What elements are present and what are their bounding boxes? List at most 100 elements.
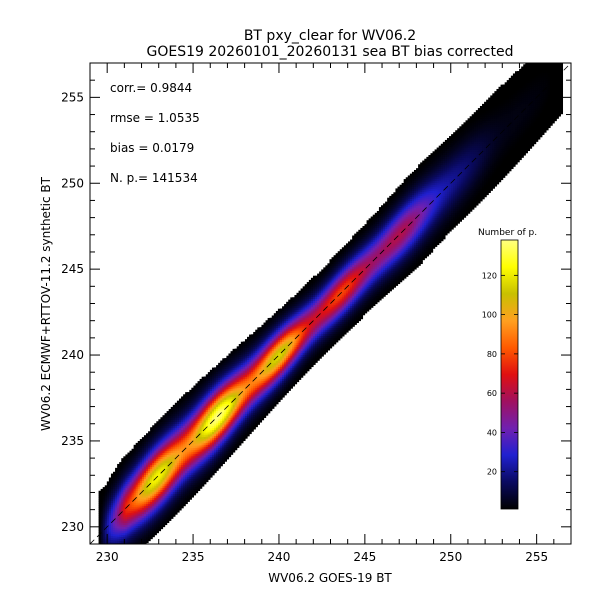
- density-cell: [207, 376, 211, 379]
- density-cell: [158, 452, 162, 455]
- density-cell: [249, 410, 252, 414]
- density-cell: [146, 482, 149, 486]
- density-cell: [251, 377, 254, 381]
- density-cell: [222, 362, 225, 366]
- density-cell: [106, 497, 110, 501]
- density-cell: [294, 330, 298, 333]
- density-cell: [139, 525, 143, 529]
- density-cell: [267, 357, 271, 360]
- density-cell: [106, 518, 110, 522]
- density-cell: [113, 477, 116, 481]
- density-cell: [172, 425, 176, 429]
- density-cell: [211, 410, 215, 414]
- density-cell: [238, 356, 242, 360]
- density-cell: [211, 433, 215, 437]
- density-cell: [131, 541, 135, 544]
- density-cell: [183, 484, 186, 488]
- density-cell: [191, 457, 195, 461]
- density-cell: [199, 444, 203, 448]
- density-cell: [152, 468, 155, 472]
- density-cell: [115, 471, 118, 475]
- density-cell: [185, 431, 188, 434]
- density-cell: [238, 416, 242, 419]
- density-cell: [150, 491, 153, 494]
- density-cell: [275, 364, 279, 368]
- density-cell: [222, 451, 225, 454]
- density-cell: [154, 491, 157, 494]
- density-cell: [214, 379, 217, 383]
- density-cell: [108, 483, 112, 487]
- density-cell: [298, 329, 302, 333]
- density-cell: [242, 417, 246, 421]
- density-cell: [300, 366, 304, 370]
- density-cell: [164, 501, 168, 505]
- density-cell: [242, 428, 246, 431]
- density-cell: [100, 534, 104, 537]
- density-cell: [263, 392, 267, 396]
- density-cell: [267, 320, 271, 323]
- density-cell: [286, 349, 289, 352]
- density-cell: [267, 400, 271, 404]
- density-cell: [249, 406, 252, 410]
- density-cell: [275, 315, 279, 318]
- density-cell: [176, 481, 180, 484]
- density-cell: [168, 507, 172, 511]
- density-cell: [251, 359, 254, 362]
- density-cell: [150, 464, 153, 467]
- density-cell: [209, 466, 213, 470]
- density-cell: [284, 361, 287, 365]
- density-cell: [110, 510, 114, 514]
- density-cell: [232, 381, 236, 385]
- density-cell: [282, 316, 285, 320]
- density-cell: [189, 468, 192, 471]
- density-cell: [207, 398, 211, 402]
- density-cell: [148, 456, 151, 459]
- density-cell: [228, 454, 232, 458]
- density-cell: [102, 499, 106, 503]
- density-cell: [174, 474, 178, 478]
- density-cell: [284, 304, 287, 307]
- density-cell: [218, 463, 221, 467]
- density-cell: [139, 443, 143, 446]
- density-cell: [191, 406, 195, 409]
- density-cell: [183, 416, 186, 420]
- density-cell: [232, 375, 236, 379]
- density-cell: [133, 539, 137, 543]
- density-cell: [197, 461, 201, 465]
- density-cell: [290, 359, 293, 362]
- density-cell: [236, 408, 240, 411]
- density-cell: [203, 411, 207, 415]
- density-cell: [236, 420, 240, 424]
- density-cell: [166, 495, 170, 499]
- density-cell: [222, 426, 225, 429]
- density-cell: [292, 330, 296, 333]
- density-cell: [211, 441, 215, 445]
- density-cell: [115, 565, 118, 568]
- density-cell: [300, 313, 304, 316]
- density-cell: [189, 391, 192, 395]
- density-cell: [168, 493, 172, 497]
- density-cell: [170, 487, 174, 491]
- density-cell: [232, 363, 236, 366]
- density-cell: [127, 466, 131, 470]
- density-cell: [271, 342, 275, 345]
- density-cell: [257, 354, 260, 357]
- density-cell: [189, 449, 192, 453]
- density-cell: [178, 489, 182, 492]
- density-cell: [199, 467, 203, 471]
- density-cell: [220, 401, 223, 405]
- density-cell: [154, 503, 157, 507]
- density-cell: [139, 455, 143, 459]
- density-cell: [140, 544, 143, 547]
- density-cell: [146, 490, 149, 494]
- density-cell: [125, 487, 129, 491]
- density-cell: [214, 377, 217, 381]
- density-cell: [224, 366, 227, 369]
- density-cell: [121, 491, 124, 494]
- density-cell: [170, 456, 174, 460]
- density-cell: [121, 482, 124, 486]
- density-cell: [282, 328, 285, 332]
- density-cell: [294, 338, 298, 341]
- density-cell: [211, 394, 215, 398]
- density-cell: [203, 463, 207, 466]
